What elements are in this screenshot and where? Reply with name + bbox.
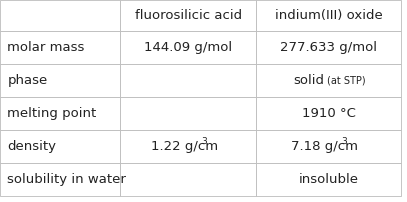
Bar bbox=[0, 130, 120, 163]
Bar bbox=[0, 64, 120, 97]
Text: 3: 3 bbox=[341, 137, 347, 146]
Bar bbox=[0, 0, 120, 31]
Text: density: density bbox=[7, 140, 56, 153]
Text: insoluble: insoluble bbox=[299, 173, 359, 186]
Bar bbox=[120, 163, 256, 196]
Bar bbox=[0, 97, 120, 130]
Bar bbox=[256, 163, 401, 196]
Text: melting point: melting point bbox=[7, 107, 96, 120]
Text: fluorosilicic acid: fluorosilicic acid bbox=[135, 9, 242, 22]
Text: indium(III) oxide: indium(III) oxide bbox=[275, 9, 383, 22]
Bar bbox=[256, 0, 401, 31]
Text: 3: 3 bbox=[201, 137, 207, 146]
Text: solubility in water: solubility in water bbox=[7, 173, 126, 186]
Text: 144.09 g/mol: 144.09 g/mol bbox=[144, 41, 232, 54]
Text: solid: solid bbox=[293, 74, 325, 87]
Bar bbox=[120, 97, 256, 130]
Text: 277.633 g/mol: 277.633 g/mol bbox=[280, 41, 377, 54]
Bar bbox=[0, 31, 120, 64]
Text: phase: phase bbox=[7, 74, 48, 87]
Text: (at STP): (at STP) bbox=[326, 76, 365, 86]
Bar bbox=[120, 130, 256, 163]
Bar bbox=[120, 0, 256, 31]
Bar bbox=[256, 97, 401, 130]
Bar bbox=[256, 64, 401, 97]
Bar bbox=[0, 163, 120, 196]
Bar bbox=[256, 31, 401, 64]
Bar bbox=[256, 130, 401, 163]
Text: molar mass: molar mass bbox=[7, 41, 85, 54]
Text: 1910 °C: 1910 °C bbox=[302, 107, 356, 120]
Text: 7.18 g/cm: 7.18 g/cm bbox=[291, 140, 358, 153]
Text: 1.22 g/cm: 1.22 g/cm bbox=[151, 140, 218, 153]
Bar bbox=[120, 31, 256, 64]
Bar bbox=[120, 64, 256, 97]
